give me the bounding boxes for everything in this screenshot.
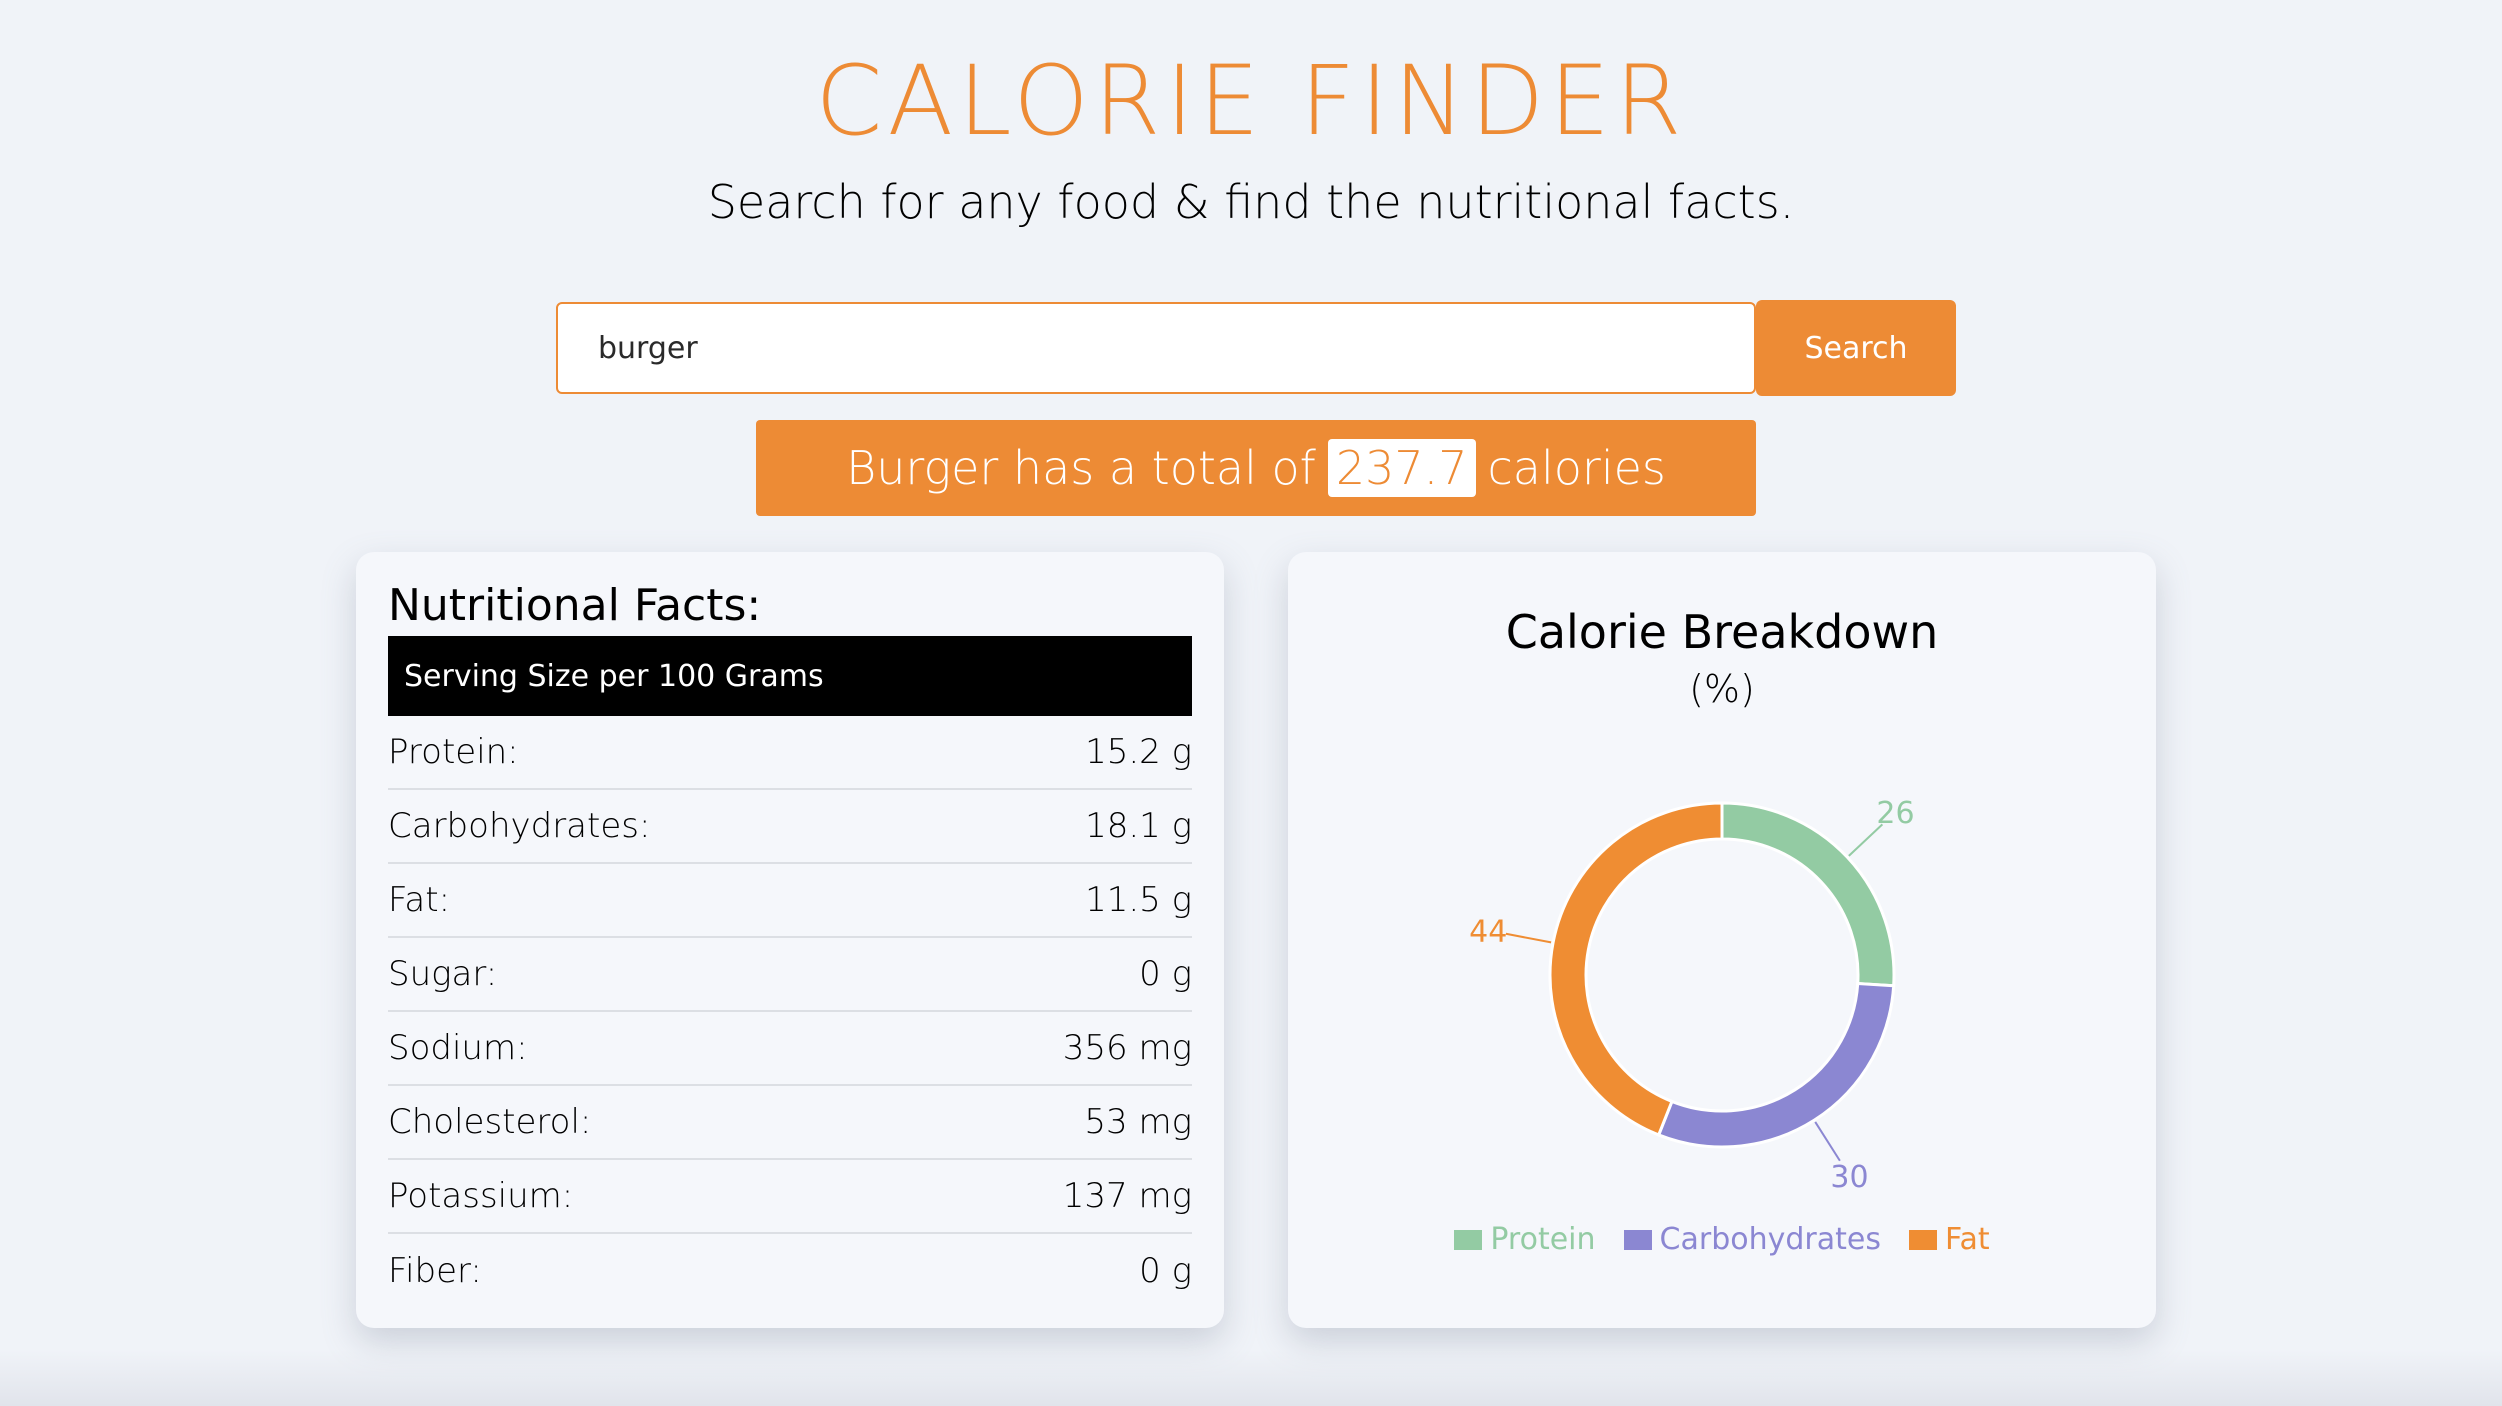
legend-label: Protein — [1490, 1222, 1596, 1257]
fact-label: Fiber: — [388, 1251, 482, 1291]
fact-label: Sodium: — [388, 1028, 528, 1068]
calorie-total: 237.7 — [1327, 439, 1476, 497]
legend-label: Fat — [1944, 1222, 1990, 1257]
fact-label: Protein: — [388, 732, 519, 772]
fact-row-fat: Fat: 11.5 g — [388, 864, 1192, 938]
facts-list: Protein: 15.2 g Carbohydrates: 18.1 g Fa… — [388, 716, 1192, 1308]
data-label-fat: 44 — [1469, 914, 1507, 949]
data-label-carbohydrates: 30 — [1830, 1160, 1868, 1195]
facts-title: Nutritional Facts: — [388, 580, 762, 631]
legend-item-carbohydrates[interactable]: Carbohydrates — [1623, 1222, 1881, 1257]
legend-item-protein[interactable]: Protein — [1454, 1222, 1596, 1257]
data-label-protein: 26 — [1876, 796, 1914, 831]
calorie-breakdown-card: Calorie Breakdown (%) 26 30 44 Protein Carb… — [1288, 552, 2156, 1328]
fact-value: 137 mg — [1062, 1176, 1192, 1216]
nutrition-facts-card: Nutritional Facts: Serving Size per 100 … — [356, 552, 1224, 1328]
chart-legend: Protein Carbohydrates Fat — [1288, 1222, 2156, 1257]
donut-chart: 26 30 44 — [1469, 796, 1914, 1195]
legend-item-fat[interactable]: Fat — [1908, 1222, 1990, 1257]
fact-row-protein: Protein: 15.2 g — [388, 716, 1192, 790]
fact-value: 11.5 g — [1085, 880, 1192, 920]
chart-subtitle: (%) — [1689, 667, 1755, 711]
fact-label: Sugar: — [388, 954, 498, 994]
legend-swatch-icon — [1623, 1229, 1652, 1250]
fact-row-fiber: Fiber: 0 g — [388, 1234, 1192, 1308]
search-button[interactable]: Search — [1756, 300, 1956, 396]
fact-row-potassium: Potassium: 137 mg — [388, 1160, 1192, 1234]
fact-row-sugar: Sugar: 0 g — [388, 938, 1192, 1012]
donut-slice-protein — [1720, 801, 1896, 988]
fact-value: 15.2 g — [1085, 732, 1192, 772]
fact-label: Carbohydrates: — [388, 806, 651, 846]
fact-row-cholesterol: Cholesterol: 53 mg — [388, 1086, 1192, 1160]
page-subtitle: Search for any food & find the nutrition… — [707, 175, 1795, 229]
leader-line-carbohydrates — [1814, 1121, 1841, 1162]
bottom-shadow — [0, 1350, 2502, 1406]
result-suffix: calories — [1487, 441, 1666, 495]
fact-label: Cholesterol: — [388, 1102, 592, 1142]
fact-value: 18.1 g — [1085, 806, 1192, 846]
fact-row-sodium: Sodium: 356 mg — [388, 1012, 1192, 1086]
fact-value: 0 g — [1139, 1251, 1192, 1291]
fact-value: 53 mg — [1084, 1102, 1192, 1142]
serving-size-label: Serving Size per 100 Grams — [404, 658, 824, 694]
chart-title: Calorie Breakdown — [1505, 605, 1939, 659]
fact-row-carbohydrates: Carbohydrates: 18.1 g — [388, 790, 1192, 864]
fact-value: 0 g — [1139, 954, 1192, 994]
page-title: CALORIE FINDER — [815, 45, 1687, 157]
fact-value: 356 mg — [1062, 1028, 1192, 1068]
calorie-result-banner: Burger has a total of 237.7 calories — [756, 420, 1756, 516]
donut-slice-carbohydrates — [1656, 981, 1896, 1149]
legend-swatch-icon — [1454, 1229, 1483, 1250]
donut-slice-fat — [1548, 801, 1724, 1137]
fact-label: Fat: — [388, 880, 451, 920]
leader-line-fat — [1505, 932, 1552, 944]
legend-label: Carbohydrates — [1659, 1222, 1881, 1257]
serving-size-bar: Serving Size per 100 Grams — [388, 636, 1192, 716]
legend-swatch-icon — [1908, 1229, 1937, 1250]
fact-label: Potassium: — [388, 1176, 574, 1216]
result-prefix: Burger has a total of — [846, 441, 1316, 495]
search-input[interactable] — [556, 302, 1756, 394]
leader-line-protein — [1848, 823, 1884, 857]
